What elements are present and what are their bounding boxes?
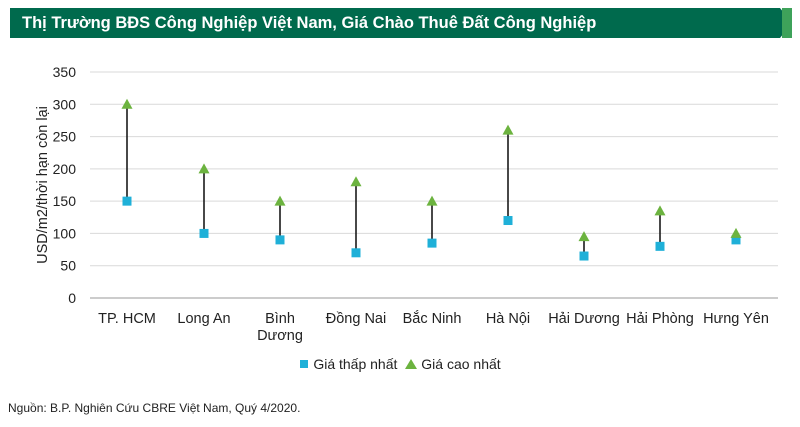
source-note: Nguồn: B.P. Nghiên Cứu CBRE Việt Nam, Qu… bbox=[8, 401, 301, 415]
y-tick-label: 150 bbox=[53, 193, 77, 209]
legend-item-min: Giá thấp nhất bbox=[299, 356, 397, 372]
min-point bbox=[655, 241, 665, 251]
title-banner: Thị Trường BĐS Công Nghiệp Việt Nam, Giá… bbox=[10, 8, 792, 38]
x-tick-label: Long An bbox=[177, 311, 230, 327]
x-tick-label: Hải Dương bbox=[548, 311, 620, 327]
min-point bbox=[199, 228, 209, 238]
legend-label-max: Giá cao nhất bbox=[421, 356, 501, 372]
legend: Giá thấp nhất Giá cao nhất bbox=[0, 356, 800, 372]
chart: 0 50 100 150 200 250 300 350 USD/m2/thời hạn còn… bbox=[35, 64, 778, 344]
x-tick-label: Hà Nội bbox=[486, 311, 530, 327]
x-tick-label: Hải Phòng bbox=[626, 311, 694, 327]
max-point bbox=[578, 231, 590, 242]
max-point bbox=[198, 163, 210, 174]
y-tick-label: 300 bbox=[53, 96, 77, 112]
max-point bbox=[426, 195, 438, 206]
min-point bbox=[503, 216, 513, 226]
min-point bbox=[731, 235, 741, 245]
y-axis-title: USD/m2/thời hạn còn lại bbox=[35, 106, 51, 264]
max-point bbox=[502, 124, 514, 135]
title-banner-shape bbox=[10, 8, 792, 38]
y-tick-label: 350 bbox=[53, 64, 77, 80]
max-point bbox=[730, 227, 742, 238]
x-tick-label: Bình bbox=[265, 311, 295, 327]
max-point bbox=[274, 195, 286, 206]
y-tick-label: 200 bbox=[53, 161, 77, 177]
min-point bbox=[275, 235, 285, 245]
square-marker-icon bbox=[300, 360, 309, 368]
legend-label-min: Giá thấp nhất bbox=[313, 356, 398, 372]
legend-item-max: Giá cao nhất bbox=[405, 356, 501, 372]
page-title: Thị Trường BĐS Công Nghiệp Việt Nam, Giá… bbox=[22, 14, 597, 32]
x-tick-label: Bắc Ninh bbox=[403, 310, 462, 327]
min-point bbox=[351, 248, 361, 258]
x-tick-label: TP. HCM bbox=[98, 311, 156, 327]
y-tick-label: 100 bbox=[53, 225, 77, 241]
min-point bbox=[427, 238, 437, 248]
y-tick-label: 50 bbox=[60, 258, 76, 274]
x-tick-label: Hưng Yên bbox=[703, 311, 769, 327]
max-point bbox=[654, 205, 666, 216]
min-point bbox=[579, 251, 589, 261]
min-point bbox=[122, 196, 132, 206]
x-tick-label: Dương bbox=[257, 328, 303, 344]
max-point bbox=[121, 98, 133, 109]
triangle-marker-icon bbox=[405, 359, 418, 369]
y-tick-label: 250 bbox=[53, 129, 77, 145]
x-tick-label: Đồng Nai bbox=[326, 311, 386, 327]
max-point bbox=[350, 176, 362, 187]
y-tick-label: 0 bbox=[68, 290, 76, 306]
